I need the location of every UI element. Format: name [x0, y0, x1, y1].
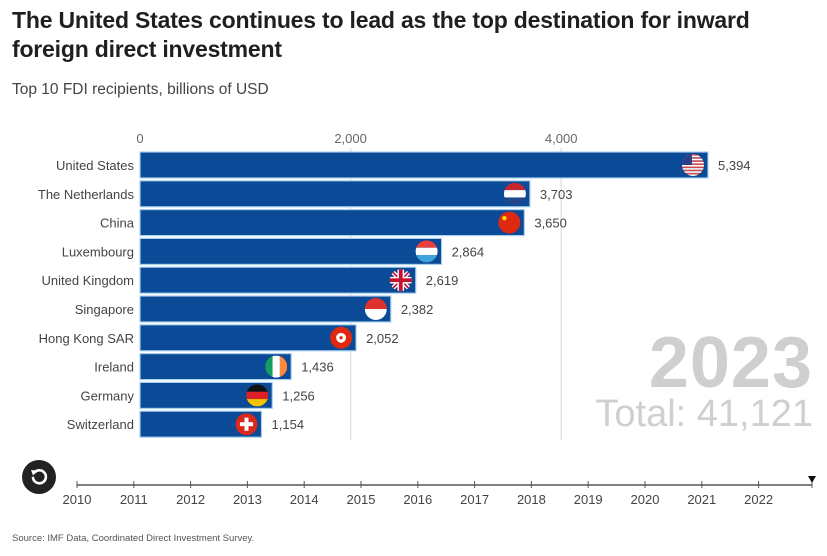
- flag: [415, 240, 438, 263]
- bar: [139, 151, 709, 179]
- source-note: Source: IMF Data, Coordinated Direct Inv…: [12, 533, 255, 544]
- timeline-year-label: 2022: [744, 492, 773, 507]
- timeline-year-label: 2019: [574, 492, 603, 507]
- switzerland-flag-icon: [235, 413, 258, 436]
- uk-flag-icon: [389, 269, 412, 292]
- luxembourg-flag-icon: [415, 240, 438, 263]
- category-label: China: [100, 216, 135, 231]
- timeline-handle[interactable]: [808, 476, 816, 483]
- us-flag-icon: [682, 154, 704, 176]
- flag: [364, 298, 387, 320]
- flag: [389, 269, 412, 292]
- timeline-year-label: 2012: [176, 492, 205, 507]
- bar: [139, 295, 392, 323]
- flag: [235, 413, 258, 436]
- timeline-year-label: 2018: [517, 492, 546, 507]
- x-tick-label: 0: [136, 131, 143, 146]
- flag: [265, 355, 288, 378]
- category-label: Hong Kong SAR: [39, 331, 134, 346]
- flag: [330, 326, 353, 349]
- netherlands-flag-icon: [503, 182, 526, 205]
- current-year-label: 2023: [648, 323, 813, 403]
- category-label: United Kingdom: [42, 273, 135, 288]
- timeline-year-label: 2016: [403, 492, 432, 507]
- timeline-year-label: 2011: [120, 492, 148, 507]
- category-label: Germany: [81, 388, 135, 403]
- hong-kong-flag-icon: [330, 326, 353, 349]
- timeline-year-label: 2020: [631, 492, 660, 507]
- value-label: 3,703: [540, 187, 573, 202]
- germany-flag-icon: [246, 384, 269, 407]
- category-label: The Netherlands: [38, 187, 135, 202]
- flag: [246, 384, 269, 407]
- bar: [139, 266, 417, 294]
- replay-button[interactable]: [22, 460, 56, 494]
- x-tick-label: 4,000: [545, 131, 578, 146]
- category-label: Ireland: [94, 360, 134, 375]
- timeline-year-label: 2015: [347, 492, 376, 507]
- value-label: 5,394: [718, 158, 751, 173]
- bar: [139, 237, 443, 265]
- value-label: 1,436: [301, 360, 334, 375]
- chart-subtitle: Top 10 FDI recipients, billions of USD: [12, 81, 269, 98]
- category-label: Luxembourg: [62, 244, 134, 259]
- value-label: 2,052: [366, 331, 399, 346]
- bar: [139, 324, 357, 352]
- timeline-year-label: 2013: [233, 492, 262, 507]
- total-label: Total: 41,121: [595, 393, 813, 435]
- value-label: 1,256: [282, 388, 315, 403]
- chart-title: The United States continues to lead as t…: [12, 7, 750, 62]
- flag: [498, 211, 521, 234]
- value-label: 1,154: [272, 417, 305, 432]
- singapore-flag-icon: [364, 298, 387, 320]
- china-flag-icon: [498, 211, 521, 234]
- value-label: 2,864: [452, 244, 485, 259]
- flag: [503, 182, 526, 205]
- bar: [139, 209, 525, 237]
- category-label: United States: [56, 158, 135, 173]
- value-label: 2,619: [426, 273, 459, 288]
- category-label: Switzerland: [67, 417, 134, 432]
- timeline-year-label: 2010: [63, 492, 92, 507]
- timeline-year-label: 2017: [460, 492, 489, 507]
- value-label: 3,650: [534, 216, 567, 231]
- x-tick-label: 2,000: [334, 131, 367, 146]
- ireland-flag-icon: [265, 355, 288, 378]
- timeline-year-label: 2021: [687, 492, 716, 507]
- timeline-year-label: 2014: [290, 492, 319, 507]
- replay-icon: [31, 469, 48, 485]
- bar: [139, 180, 531, 208]
- flag: [682, 154, 704, 176]
- category-label: Singapore: [75, 302, 134, 317]
- value-label: 2,382: [401, 302, 434, 317]
